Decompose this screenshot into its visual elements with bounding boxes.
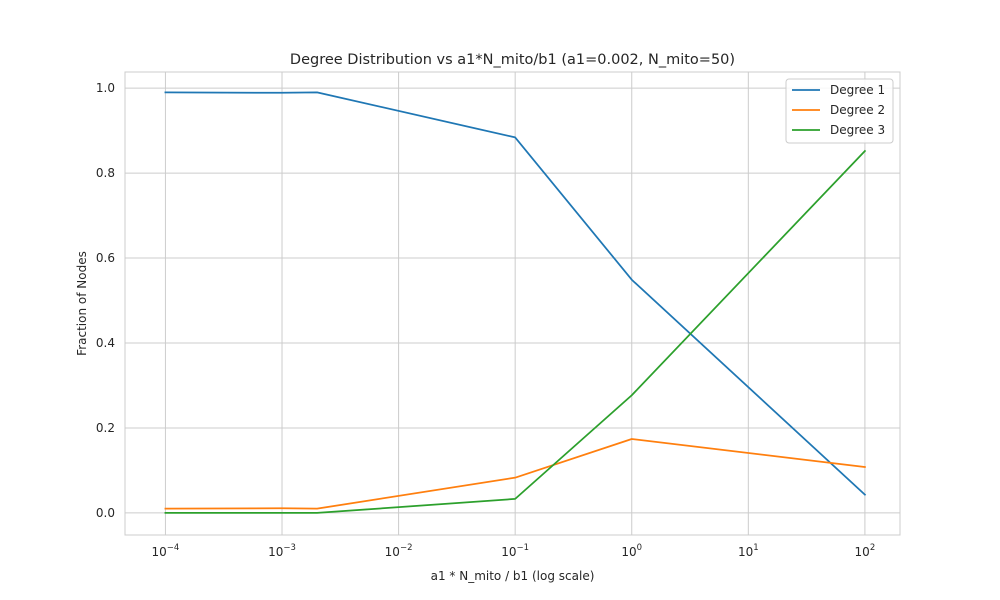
y-tick-label: 0.2: [96, 421, 115, 435]
y-tick-label: 0.4: [96, 336, 115, 350]
x-tick-label-base: 10: [738, 545, 753, 559]
x-tick-label-exponent: −4: [167, 543, 180, 553]
y-axis-title: Fraction of Nodes: [75, 251, 89, 356]
x-tick-label-exponent: −3: [283, 543, 296, 553]
x-tick-label-exponent: 1: [753, 543, 758, 553]
x-tick-label: 101: [738, 543, 759, 559]
y-tick-label: 0.6: [96, 251, 115, 265]
x-tick-label: 10−1: [501, 543, 529, 559]
grid-lines: [125, 72, 900, 535]
x-tick-label-base: 10: [385, 545, 400, 559]
x-tick-label-base: 10: [621, 545, 636, 559]
legend-box: [785, 78, 894, 144]
x-tick-label: 10−4: [152, 543, 180, 559]
y-axis-ticks: 0.0 0.2 0.4 0.6 0.8 1.0: [96, 81, 115, 520]
plot-frame: [124, 71, 901, 536]
x-tick-label: 102: [855, 543, 876, 559]
y-tick-label: 0.0: [96, 506, 115, 520]
x-tick-label: 10−3: [268, 543, 296, 559]
x-tick-label: 100: [621, 543, 642, 559]
series-line-degree-2: [164, 438, 866, 510]
x-tick-label-exponent: −2: [400, 543, 413, 553]
x-tick-label-base: 10: [152, 545, 167, 559]
x-tick-label-base: 10: [855, 545, 870, 559]
y-tick-label: 0.8: [96, 166, 115, 180]
series-line-degree-3: [164, 149, 867, 514]
x-tick-label-base: 10: [501, 545, 516, 559]
x-axis-ticks: 10−4 10−3 10−2 10−1 100 101 102: [152, 543, 876, 559]
x-tick-label: 10−2: [385, 543, 413, 559]
x-tick-label-base: 10: [268, 545, 283, 559]
legend-label-degree-3: Degree 3: [830, 123, 885, 137]
x-axis-title: a1 * N_mito / b1 (log scale): [431, 569, 595, 583]
x-tick-label-exponent: 2: [870, 543, 875, 553]
y-tick-label: 1.0: [96, 81, 115, 95]
legend-label-degree-2: Degree 2: [830, 103, 885, 117]
legend: Degree 1 Degree 2 Degree 3: [785, 78, 894, 144]
plot-area: [164, 91, 867, 514]
x-tick-label-exponent: 0: [637, 543, 642, 553]
x-tick-label-exponent: −1: [517, 543, 530, 553]
series-line-degree-1: [164, 91, 867, 496]
legend-label-degree-1: Degree 1: [830, 83, 885, 97]
chart-title: Degree Distribution vs a1*N_mito/b1 (a1=…: [290, 52, 735, 68]
